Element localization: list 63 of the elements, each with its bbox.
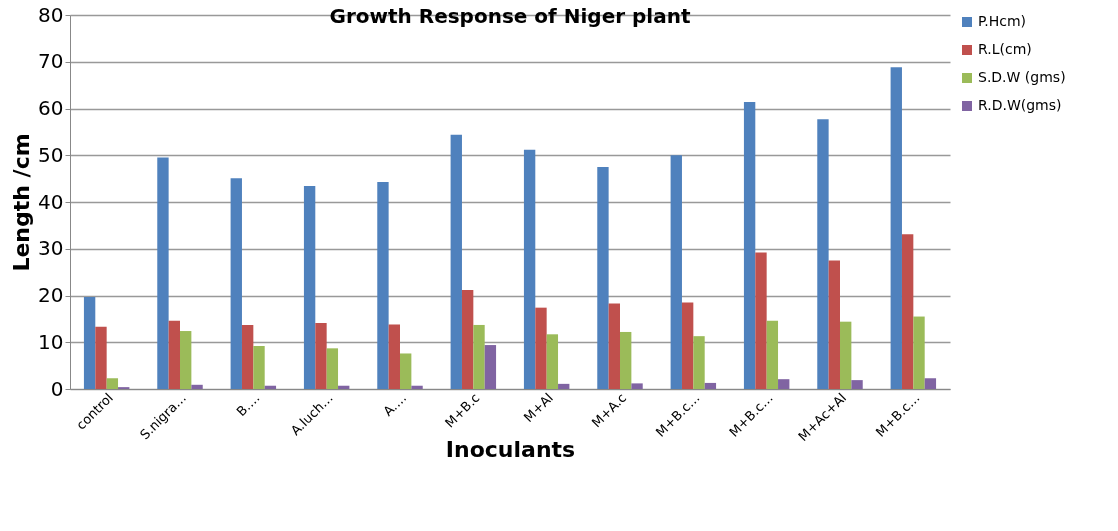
bar — [558, 383, 570, 389]
bar — [106, 378, 119, 389]
y-tick-label: 40 — [38, 189, 64, 214]
bar — [473, 324, 485, 389]
bar — [743, 101, 756, 389]
bar — [400, 353, 412, 389]
bar — [303, 186, 316, 389]
bar — [326, 348, 339, 389]
bar — [890, 67, 902, 389]
bar — [253, 345, 265, 389]
y-tick-label: 50 — [38, 142, 64, 167]
bar — [484, 345, 497, 389]
y-tick-label: 20 — [38, 283, 64, 307]
x-axis-title: Inoculants — [445, 437, 576, 463]
bar — [180, 331, 192, 389]
x-tick-label: B.… — [233, 390, 263, 420]
bar — [241, 324, 254, 389]
bar — [901, 234, 914, 389]
bar — [315, 323, 327, 389]
y-tick-label: 0 — [50, 376, 64, 401]
y-tick-label: 10 — [38, 329, 64, 354]
bar — [704, 382, 717, 389]
bar — [95, 326, 107, 389]
bar — [766, 320, 779, 389]
y-tick-label: 70 — [38, 49, 64, 74]
bar — [681, 302, 694, 389]
bar — [597, 166, 609, 389]
bar — [693, 336, 705, 389]
legend-label: R.L(cm) — [978, 41, 1032, 57]
bar — [411, 385, 423, 389]
bar — [461, 289, 474, 389]
bar — [157, 157, 169, 389]
bar — [817, 119, 829, 389]
y-tick-label: 80 — [38, 2, 64, 27]
bar — [631, 383, 643, 389]
bar — [523, 149, 536, 389]
bar — [828, 260, 840, 389]
legend-label: P.Hcm) — [978, 13, 1027, 29]
bar — [670, 155, 682, 389]
bar — [230, 178, 242, 389]
bar — [924, 378, 937, 389]
bar — [778, 379, 790, 389]
legend-label: S.D.W (gms) — [978, 69, 1066, 85]
bar — [546, 334, 559, 389]
bar — [168, 320, 180, 389]
bar — [840, 321, 852, 389]
y-tick-label: 60 — [38, 96, 64, 120]
bar — [191, 384, 203, 389]
bar — [851, 380, 863, 389]
bar — [608, 303, 620, 389]
y-tick-label: 30 — [38, 236, 64, 261]
bar — [388, 324, 400, 389]
x-tick-label: A.… — [380, 390, 410, 419]
bar — [620, 331, 632, 389]
bar — [535, 307, 547, 389]
bar — [450, 134, 462, 389]
bar — [377, 181, 389, 389]
y-axis-title: Length /cm — [9, 133, 35, 272]
bar — [913, 316, 925, 389]
bar — [83, 296, 96, 389]
bar — [755, 252, 767, 389]
legend-label: R.D.W(gms) — [978, 97, 1062, 113]
chart-title: Growth Response of Niger plant — [329, 4, 691, 28]
